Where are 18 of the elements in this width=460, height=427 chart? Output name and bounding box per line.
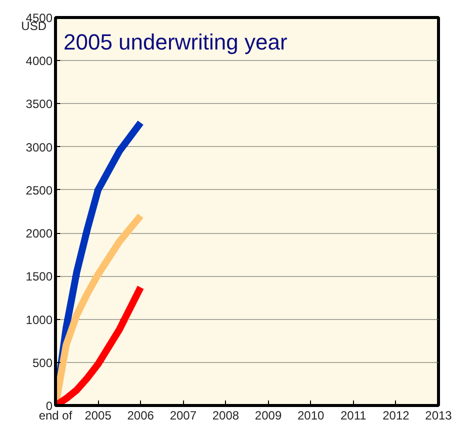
y-tick-label: 2500	[26, 183, 53, 198]
y-tick-label: 500	[32, 356, 53, 370]
y-tick-label: 2000	[26, 226, 53, 241]
x-tick-label: 2011	[340, 408, 367, 422]
y-tick-label: 1000	[26, 312, 53, 327]
y-tick-label: 3500	[26, 97, 53, 112]
x-tick-label: 2007	[170, 408, 197, 422]
x-tick-label: 2009	[254, 408, 282, 422]
x-tick-label: 2010	[297, 408, 325, 422]
x-tick-label: 2013	[425, 408, 452, 422]
y-tick-label: 3000	[26, 140, 53, 154]
y-tick-label: 1500	[26, 270, 53, 284]
x-tick-label: 2008	[212, 408, 240, 422]
x-tick-label: 2006	[127, 408, 154, 422]
x-tick-label: 2012	[382, 408, 410, 422]
x-tick-label: 2005	[84, 408, 112, 422]
text: 2005 underwriting year	[64, 30, 288, 54]
y-tick-label: 4000	[26, 54, 53, 68]
